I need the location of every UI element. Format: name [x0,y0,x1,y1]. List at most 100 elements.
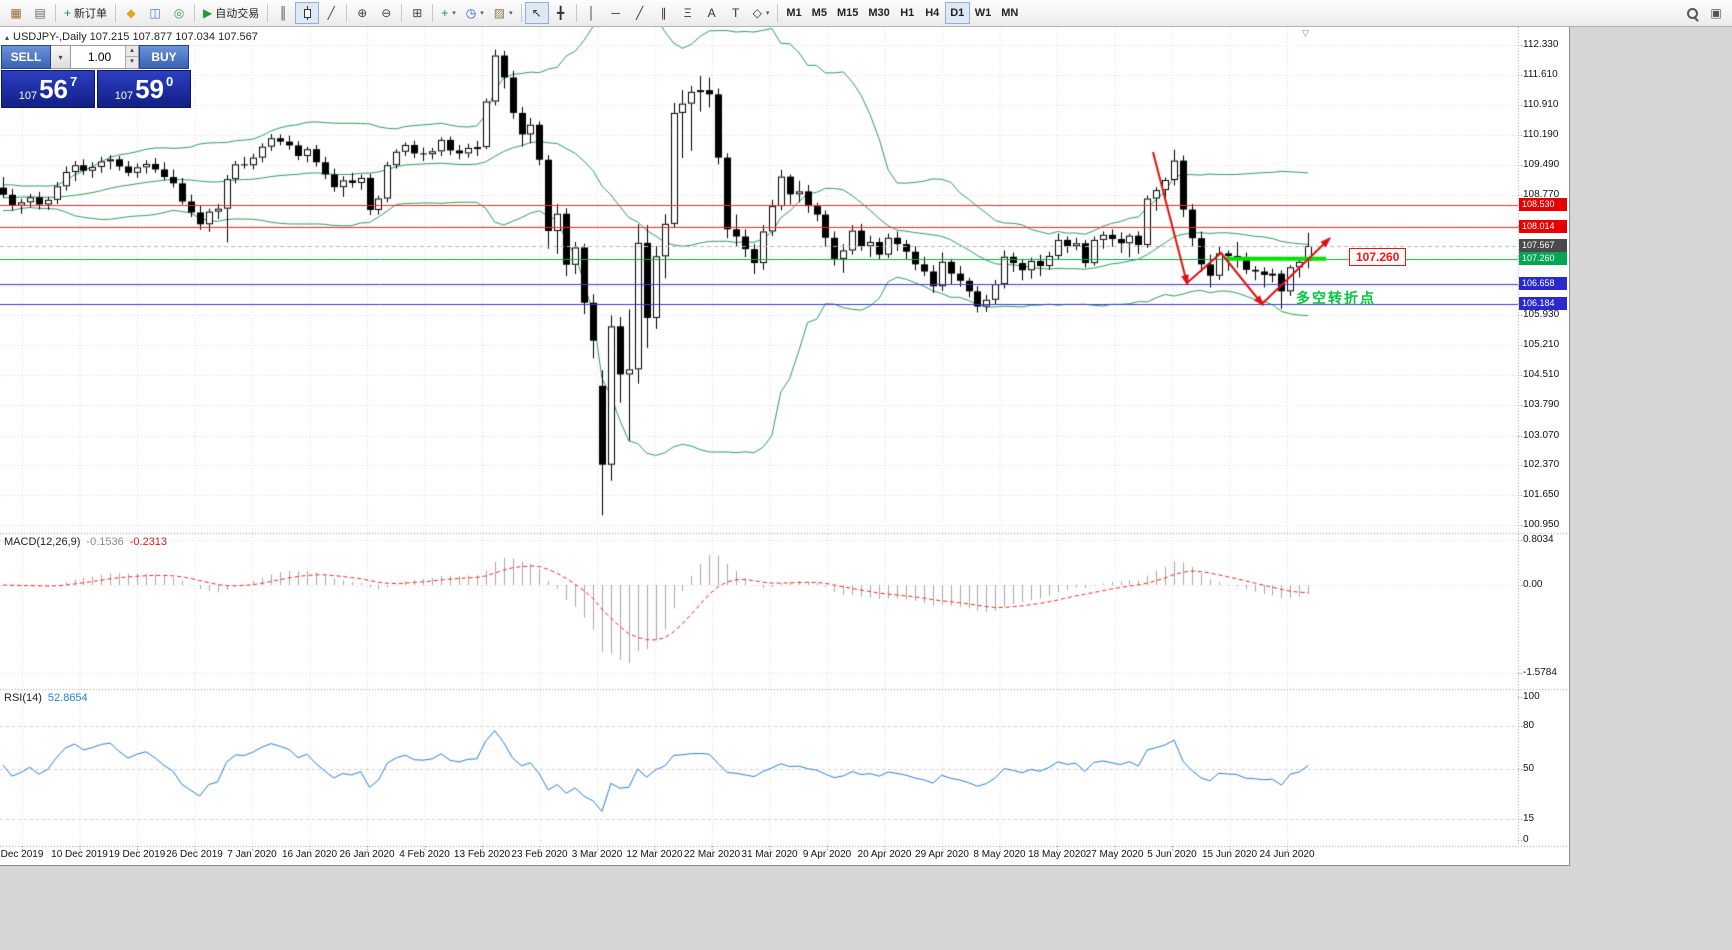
vertical-line-button[interactable]: │ [580,2,604,24]
toolbar-separator [777,4,779,22]
trendline-button[interactable]: ╱ [628,2,652,24]
toolbar-separator [520,4,522,22]
indicators-button[interactable]: + ▾ [436,2,461,24]
text-icon: A [707,6,716,20]
profiles-button[interactable]: ▤ [28,2,52,24]
new-chart-button[interactable]: ▦ [4,2,28,24]
price-chart-canvas[interactable] [0,27,1569,865]
cursor-button[interactable]: ↖ [524,2,549,24]
sell-price-pip: 7 [70,74,78,89]
tf-d1-button-label: D1 [950,7,965,19]
candlestick-icon [303,6,312,20]
sell-button[interactable]: SELL [1,45,51,69]
zoom-in-button[interactable]: ⊕ [350,2,374,24]
volume-down-button[interactable]: ▾ [125,56,138,68]
cursor-icon: ↖ [531,6,542,20]
macd-indicator-name: MACD(12,26,9) [4,536,81,548]
sell-price-prefix: 107 [18,90,38,102]
fibonacci-button[interactable]: Ξ [676,2,700,24]
toolbar-separator [194,4,196,22]
autotrade-icon: ▶ [203,6,213,20]
tf-m1-button[interactable]: M1 [781,2,806,24]
chevron-down-icon: ▾ [452,10,456,17]
shapes-icon: ◇ [752,6,762,20]
panels-icon: ▣ [1710,6,1722,20]
chart-shift-marker-icon: ▽ [1302,28,1309,38]
bar-chart-icon: ║ [278,6,288,20]
horizontal-line-icon: ─ [611,6,620,20]
crosshair-button[interactable]: ╋ [549,2,573,24]
horizontal-line-button[interactable]: ─ [604,2,628,24]
channel-icon: ∥ [660,6,667,20]
rsi-value: 52.8654 [47,692,88,704]
channel-button[interactable]: ∥ [652,2,676,24]
macd-signal-value: -0.2313 [129,536,168,548]
indicators-icon: + [441,6,449,20]
tf-h1-button[interactable]: H1 [895,2,920,24]
chevron-down-icon: ▾ [765,10,770,17]
market-button[interactable]: ◎ [167,2,191,24]
annotation-turning-point-text[interactable]: 多空转折点 [1296,290,1376,306]
tf-mn-button[interactable]: MN [996,2,1023,24]
line-chart-button[interactable]: ╱ [319,2,343,24]
buy-price-button[interactable]: 107 59 0 [97,70,191,108]
fibonacci-icon: Ξ [683,6,692,20]
tf-m30-button-label: M30 [868,7,890,19]
zoom-out-icon: ⊖ [381,6,392,20]
trendline-icon: ╱ [636,6,644,20]
text-button[interactable]: A [700,2,724,24]
autotrade-button-label: 自动交易 [215,8,260,20]
periods-icon: ◷ [465,6,477,20]
trade-panel-quotes: 107 56 7 107 59 0 [1,70,191,108]
sell-price-button[interactable]: 107 56 7 [1,70,95,108]
tf-m15-button[interactable]: M15 [832,2,863,24]
toolbar-right-group: ▣ [1680,2,1728,24]
tf-d1-button[interactable]: D1 [944,2,970,24]
new-order-button[interactable]: + 新订单 [59,2,112,24]
chevron-down-icon: ▾ [509,10,513,17]
chart-symbol-icon: ▴ [5,32,10,42]
community-button[interactable]: ◫ [143,2,167,24]
favorites-button[interactable]: ◆ [119,2,143,24]
tf-m5-button[interactable]: M5 [807,2,832,24]
label-button[interactable]: T [724,2,748,24]
panels-button[interactable]: ▣ [1704,2,1728,24]
volume-input[interactable] [71,46,138,68]
shapes-button[interactable]: ◇ ▾ [748,2,775,24]
favorites-icon: ◆ [126,6,136,20]
candlestick-button[interactable] [295,2,320,24]
tf-h4-button[interactable]: H4 [920,2,945,24]
tf-m30-button[interactable]: M30 [863,2,894,24]
chevron-down-icon: ▾ [58,52,63,62]
market-icon: ◎ [173,6,185,20]
toolbar-separator [55,4,56,22]
toolbar-separator [115,4,117,22]
annotation-price-label[interactable]: 107.260 [1349,248,1407,266]
search-button[interactable] [1680,2,1704,24]
one-click-trade-panel: SELL ▾ ▴ ▾ BUY 107 56 7 107 59 0 [1,45,191,108]
templates-button[interactable]: ▨ ▾ [489,2,518,24]
toolbar-separator [346,4,348,22]
buy-button[interactable]: BUY [139,45,189,69]
rsi-indicator-label: RSI(14) 52.8654 [4,692,88,704]
new-order-button-label: 新订单 [74,8,108,20]
tf-w1-button[interactable]: W1 [970,2,997,24]
community-icon: ◫ [149,6,161,20]
tf-m1-button-label: M1 [786,7,802,19]
main-toolbar: ▦ ▤ + 新订单 ◆ ◫ ◎ ▶ 自动交易 ║ ╱ ⊕ ⊖ ⊞ + ▾ ◷ ▾ ▨ ▾ ↖ ╋ │ ─ ╱ ∥ Ξ A T ◇ ▾ M1 M5… [0,0,1732,27]
tile-windows-button[interactable]: ⊞ [405,2,429,24]
toolbar-separator [432,4,434,22]
volume-dropdown-button[interactable]: ▾ [51,45,71,69]
zoom-out-button[interactable]: ⊖ [374,2,398,24]
autotrade-button[interactable]: ▶ 自动交易 [198,2,264,24]
periods-button[interactable]: ◷ ▾ [461,2,489,24]
bar-chart-button[interactable]: ║ [271,2,295,24]
volume-up-button[interactable]: ▴ [125,46,138,57]
new-chart-icon: ▦ [10,6,22,20]
sell-price-big: 56 [39,74,69,104]
profiles-icon: ▤ [34,6,46,20]
templates-icon: ▨ [493,6,506,20]
buy-price-pip: 0 [166,74,174,89]
tf-h4-button-label: H4 [925,7,940,19]
